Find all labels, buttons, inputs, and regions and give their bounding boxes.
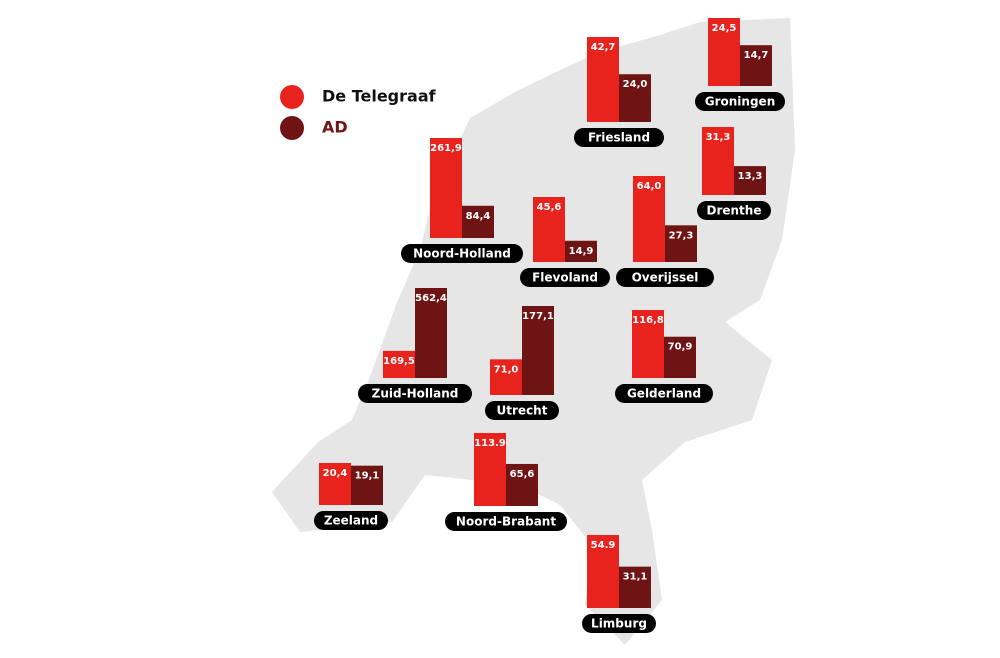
- bar: [490, 359, 522, 395]
- bar: [708, 18, 740, 86]
- legend-label: AD: [322, 118, 348, 137]
- category-pill: [314, 511, 388, 530]
- bar: [430, 138, 462, 238]
- value-label: 45,6: [537, 202, 562, 213]
- value-label: 13,3: [738, 171, 763, 182]
- value-label: 64,0: [637, 181, 662, 192]
- bar: [522, 306, 554, 395]
- bar: [619, 566, 651, 608]
- legend-swatch: [280, 85, 304, 109]
- bar: [565, 240, 597, 262]
- value-label: 70,9: [668, 342, 693, 353]
- category-pill: [616, 268, 714, 287]
- bar: [351, 465, 383, 505]
- bar: [587, 37, 619, 122]
- value-label: 31,3: [706, 132, 731, 143]
- legend-swatch: [280, 116, 304, 140]
- category-pill: [582, 614, 656, 633]
- value-label: 113.9: [474, 438, 506, 449]
- category-pill: [520, 268, 610, 287]
- category-label: Limburg: [591, 617, 647, 631]
- bar: [533, 197, 565, 262]
- category-label: Friesland: [588, 131, 650, 145]
- value-label: 65,6: [510, 469, 535, 480]
- value-label: 261,9: [430, 143, 462, 154]
- value-label: 27,3: [669, 230, 694, 241]
- value-label: 116,8: [632, 315, 664, 326]
- value-label: 19,1: [355, 471, 380, 482]
- value-label: 24,5: [712, 23, 737, 34]
- category-label: Flevoland: [532, 271, 598, 285]
- bar: [462, 205, 494, 238]
- bar: [740, 45, 772, 86]
- value-label: 14,9: [569, 246, 594, 257]
- value-label: 54.9: [591, 540, 616, 551]
- bar: [474, 433, 506, 506]
- category-label: Gelderland: [627, 387, 701, 401]
- value-label: 562,4: [415, 293, 447, 304]
- category-pill: [615, 384, 713, 403]
- category-pill: [574, 128, 664, 147]
- value-label: 84,4: [466, 211, 491, 222]
- bar: [632, 310, 664, 378]
- bar: [702, 127, 734, 195]
- category-label: Drenthe: [707, 204, 762, 218]
- bar: [506, 463, 538, 506]
- category-pill: [695, 92, 785, 111]
- category-label: Overijssel: [632, 271, 699, 285]
- category-pill: [485, 401, 559, 420]
- bar: [633, 176, 665, 262]
- category-label: Noord-Holland: [413, 247, 511, 261]
- category-label: Zuid-Holland: [372, 387, 459, 401]
- bar: [415, 288, 447, 378]
- value-label: 42,7: [591, 42, 616, 53]
- bar: [665, 225, 697, 262]
- category-label: Utrecht: [497, 404, 548, 418]
- category-label: Groningen: [705, 95, 775, 109]
- value-label: 14,7: [744, 50, 769, 61]
- bar: [587, 535, 619, 608]
- value-label: 31,1: [623, 572, 648, 583]
- bar: [383, 350, 415, 378]
- category-pill: [697, 201, 771, 220]
- bar: [664, 336, 696, 378]
- bar: [319, 463, 351, 505]
- category-pill: [358, 384, 472, 403]
- category-label: Noord-Brabant: [456, 515, 556, 529]
- category-pill: [401, 244, 523, 263]
- value-label: 71,0: [494, 364, 519, 375]
- category-pill: [445, 512, 567, 531]
- value-label: 177,1: [522, 311, 554, 322]
- legend-label: De Telegraaf: [322, 87, 437, 106]
- bar: [734, 166, 766, 195]
- value-label: 24,0: [623, 79, 648, 90]
- category-label: Zeeland: [324, 514, 378, 528]
- value-label: 20,4: [323, 468, 348, 479]
- value-label: 169,5: [383, 356, 415, 367]
- bar: [619, 74, 651, 122]
